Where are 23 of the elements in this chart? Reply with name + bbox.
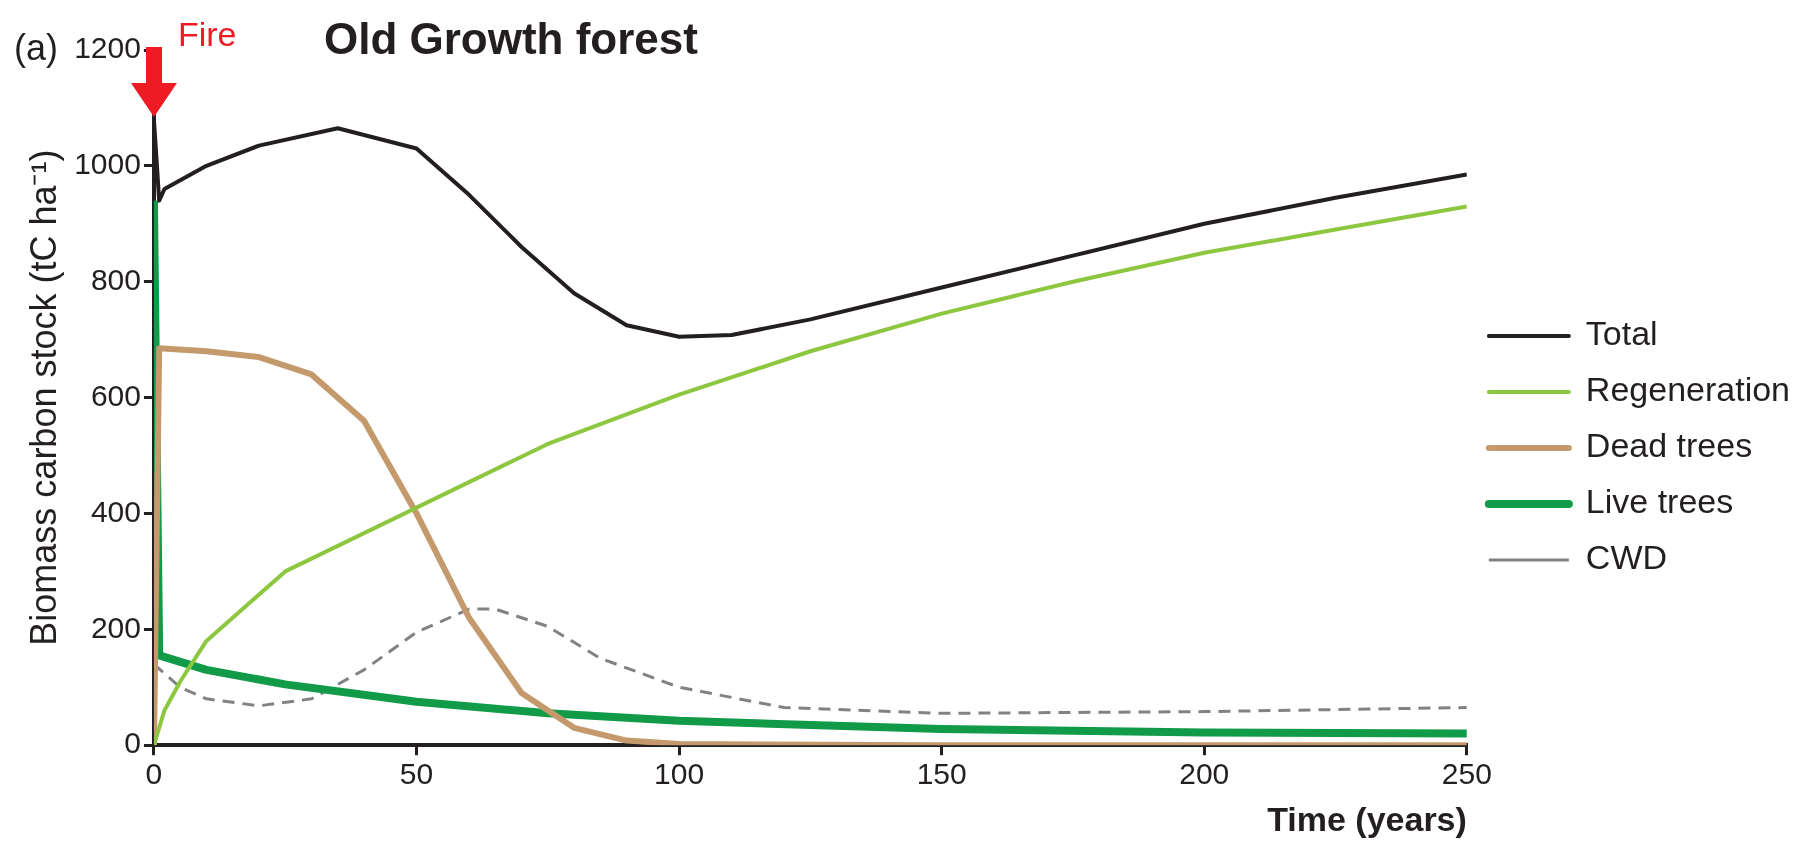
legend-label: Regeneration: [1585, 370, 1791, 409]
x-tick-label: 0: [145, 757, 163, 791]
y-tick-label: 200: [90, 610, 141, 644]
legend-label: CWD: [1585, 538, 1668, 577]
x-tick-label: 50: [399, 757, 434, 791]
x-tick-label: 200: [1179, 757, 1230, 791]
y-tick-label: 0: [124, 726, 141, 760]
x-axis-title: Time (years): [1267, 799, 1467, 838]
legend-label: Dead trees: [1585, 426, 1753, 465]
legend-label: Live trees: [1585, 482, 1734, 521]
y-tick-label: 1000: [74, 147, 141, 181]
y-tick-label: 400: [90, 494, 141, 528]
chart-title: Old Growth forest: [323, 14, 699, 64]
legend-label: Total: [1585, 314, 1658, 353]
y-axis-title: Biomass carbon stock (tC ha⁻¹): [22, 149, 64, 646]
x-tick-label: 100: [654, 757, 705, 791]
y-tick-label: 800: [90, 263, 141, 296]
y-tick-label: 1200: [74, 31, 141, 65]
annotation: Fire: [177, 15, 237, 53]
x-tick-label: 150: [916, 757, 967, 791]
x-tick-label: 250: [1441, 757, 1492, 791]
text: (a): [14, 26, 58, 68]
y-tick-label: 600: [90, 378, 141, 412]
